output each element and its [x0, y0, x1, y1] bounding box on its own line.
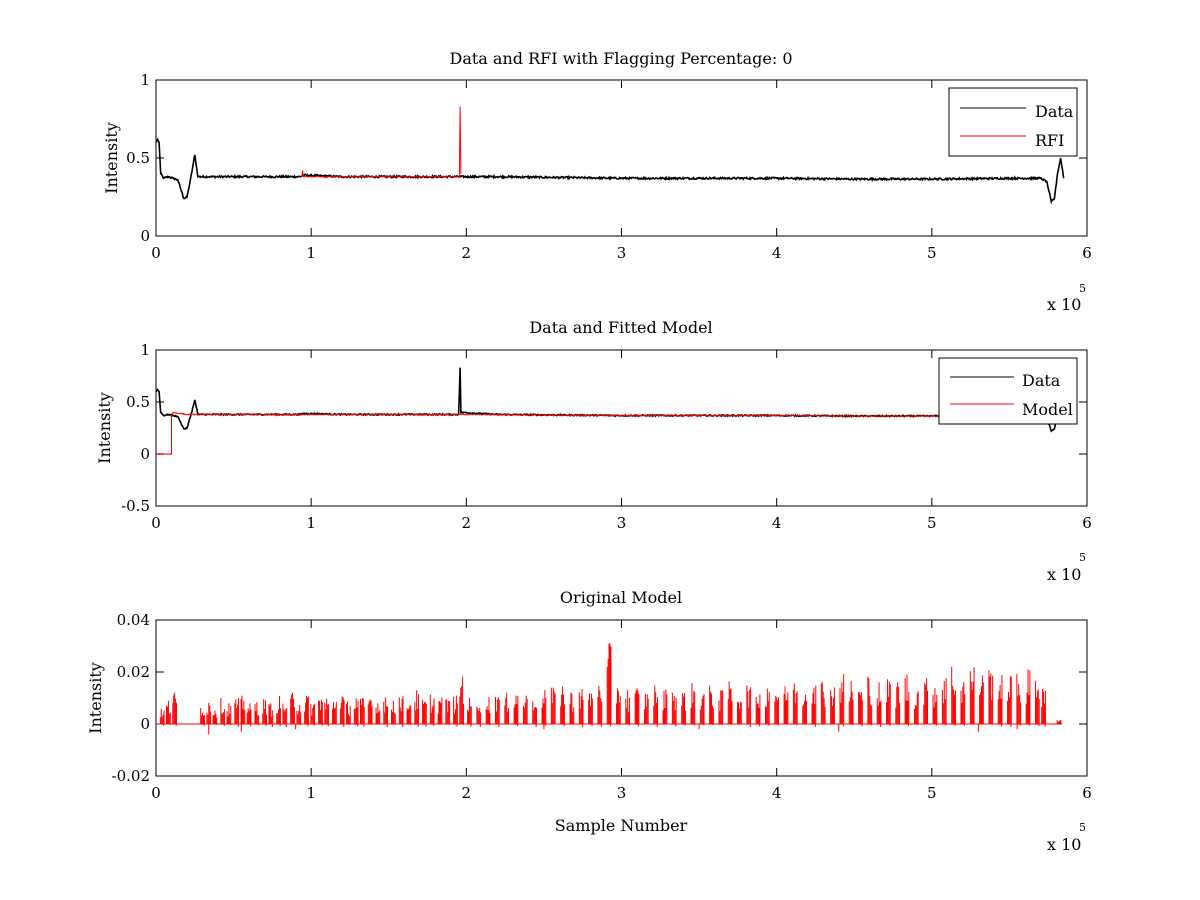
y-tick-label: 1 — [140, 341, 150, 359]
x-tick-label: 6 — [1082, 784, 1092, 802]
y-tick-label: 0.5 — [126, 393, 150, 411]
x-tick-label: 5 — [927, 244, 937, 262]
panel-title: Data and Fitted Model — [529, 318, 712, 337]
legend-box — [938, 357, 1078, 425]
x-exponent: x 10 — [1047, 295, 1081, 314]
y-tick-label: -0.02 — [112, 767, 150, 785]
x-tick-label: 0 — [151, 244, 161, 262]
panel-title: Data and RFI with Flagging Percentage: 0 — [449, 49, 792, 68]
plot-area: 0 1 2 3 4 5 6 0 0.5 1 — [126, 71, 1092, 262]
x-tick-label: 1 — [306, 244, 316, 262]
x-tick-label: 0 — [151, 514, 161, 532]
y-tick-label: -0.5 — [121, 497, 150, 515]
panel-title: Original Model — [560, 588, 682, 607]
legend-label-rfi: RFI — [1035, 131, 1064, 150]
x-tick-label: 3 — [617, 784, 627, 802]
y-tick-label: 0.5 — [126, 149, 150, 167]
x-tick-label: 5 — [927, 514, 937, 532]
x-exponent-base: x 10 — [1047, 835, 1081, 854]
x-tick-label: 6 — [1082, 514, 1092, 532]
y-axis-label: Intensity — [95, 392, 114, 464]
legend: Data Model — [938, 357, 1078, 425]
x-tick-label: 0 — [151, 784, 161, 802]
x-tick-label: 3 — [617, 244, 627, 262]
y-tick-label: 0 — [140, 227, 150, 245]
series-line-model — [155, 411, 963, 456]
y-axis-label: Intensity — [86, 662, 105, 734]
series-line-data — [155, 137, 1065, 205]
x-tick-label: 2 — [462, 514, 472, 532]
series-line-rfi — [301, 106, 462, 178]
panel-fitted-model: Data and Fitted Model Intensity 0 1 2 3 4 5 6 -… — [95, 318, 1092, 584]
x-exponent-power: 5 — [1079, 282, 1086, 295]
axes-frame — [155, 349, 1088, 507]
x-tick-label: 2 — [462, 244, 472, 262]
x-exponent-power: 5 — [1079, 821, 1086, 834]
panel-data-rfi: Data and RFI with Flagging Percentage: 0… — [102, 49, 1092, 314]
x-tick-label: 1 — [306, 784, 316, 802]
x-tick-label: 4 — [772, 244, 782, 262]
y-tick-label: 0 — [140, 445, 150, 463]
y-tick-label: 1 — [140, 71, 150, 89]
axes-frame — [155, 79, 1088, 237]
legend: Data RFI — [948, 87, 1078, 157]
axes-frame — [155, 619, 1088, 777]
x-axis-label: Sample Number — [555, 816, 688, 835]
x-exponent-power: 5 — [1079, 551, 1086, 564]
legend-label-model: Model — [1022, 400, 1073, 419]
x-tick-label: 4 — [772, 514, 782, 532]
legend-box — [948, 87, 1078, 157]
x-exponent-base: x 10 — [1047, 565, 1081, 584]
x-tick-label: 3 — [617, 514, 627, 532]
x-tick-label: 6 — [1082, 244, 1092, 262]
y-axis-label: Intensity — [102, 122, 121, 194]
x-exponent-base: x 10 — [1047, 295, 1081, 314]
legend-label-data: Data — [1022, 371, 1061, 390]
x-exponent: x 10 — [1047, 835, 1081, 854]
y-tick-label: 0 — [140, 715, 150, 733]
x-tick-label: 4 — [772, 784, 782, 802]
y-tick-label: 0.04 — [117, 611, 150, 629]
x-tick-label: 2 — [462, 784, 472, 802]
x-tick-label: 5 — [927, 784, 937, 802]
y-tick-label: 0.02 — [117, 663, 150, 681]
panel-original-model: Original Model Intensity Sample Number 0… — [86, 588, 1092, 854]
plot-area: 0 1 2 3 4 5 6-0.500.51 — [121, 341, 1092, 532]
x-exponent: x 10 — [1047, 565, 1081, 584]
x-tick-label: 1 — [306, 514, 316, 532]
legend-label-data: Data — [1035, 102, 1074, 121]
